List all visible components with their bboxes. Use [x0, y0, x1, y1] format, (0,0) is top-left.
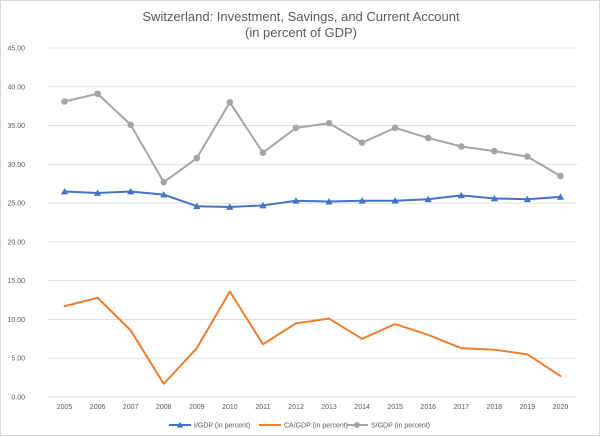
x-tick-label: 2016: [420, 404, 436, 411]
x-tick-label: 2007: [123, 404, 139, 411]
data-point: [325, 119, 333, 127]
x-tick-label: 2006: [90, 404, 106, 411]
data-point: [130, 329, 132, 331]
data-point: [229, 291, 231, 293]
data-point: [559, 375, 561, 377]
series-2: [63, 290, 562, 385]
data-point: [193, 202, 201, 210]
legend-item: S/GDP (in percent): [346, 422, 430, 430]
data-point: [226, 98, 234, 106]
data-point: [160, 190, 168, 198]
data-point: [526, 353, 528, 355]
x-tick-label: 2005: [57, 404, 73, 411]
series-line: [63, 190, 562, 208]
chart-subtitle: (in percent of GDP): [245, 25, 357, 40]
x-tick-label: 2009: [189, 404, 205, 411]
series-layer: [60, 90, 565, 385]
x-tick-label: 2010: [222, 404, 238, 411]
x-tick-label: 2008: [156, 404, 172, 411]
series-line: [63, 92, 562, 184]
data-point: [490, 194, 498, 202]
data-point: [394, 323, 396, 325]
data-point: [493, 349, 495, 351]
x-tick-label: 2020: [553, 404, 569, 411]
data-point: [94, 90, 101, 98]
y-tick-label: 0.00: [11, 395, 25, 402]
data-point: [61, 98, 68, 105]
data-point: [127, 187, 135, 195]
x-tick-label: 2018: [487, 404, 503, 411]
x-tick-label: 2019: [520, 404, 536, 411]
chart-title: Switzerland: Investment, Savings, and Cu…: [142, 9, 460, 24]
data-point: [97, 297, 99, 299]
y-axis-ticks: 0.00 5.00 10.00 15.00 20.00 25.00 30.00 35.00 40…: [7, 46, 25, 402]
data-point: [427, 334, 429, 336]
data-point: [328, 318, 330, 320]
data-point: [523, 195, 532, 203]
grid-layer: [48, 47, 577, 398]
data-point: [358, 139, 366, 146]
chart-title-block: Switzerland: Investment, Savings, and Cu…: [1, 9, 600, 41]
y-tick-label: 45.00: [7, 46, 25, 53]
data-point: [259, 201, 267, 209]
data-point: [160, 178, 168, 186]
x-tick-label: 2015: [387, 404, 403, 411]
y-tick-label: 25.00: [7, 201, 25, 208]
legend: I/GDP (in percent) CA/GDP (in percent) S/G…: [169, 421, 430, 430]
data-point: [259, 149, 267, 156]
data-point: [557, 172, 564, 180]
data-point: [127, 121, 134, 129]
data-point: [424, 134, 432, 142]
legend-item: I/GDP (in percent): [169, 421, 250, 430]
y-tick-label: 40.00: [7, 84, 25, 91]
y-tick-label: 10.00: [7, 317, 25, 324]
legend-marker: [176, 421, 184, 428]
series-line: [63, 290, 562, 385]
data-point: [424, 195, 432, 203]
x-tick-label: 2011: [255, 404, 270, 411]
data-point: [491, 147, 498, 155]
data-point: [295, 322, 297, 324]
x-tick-label: 2014: [354, 404, 370, 411]
y-tick-label: 30.00: [7, 162, 25, 169]
data-point: [196, 347, 198, 349]
x-axis-ticks: 2005 2006 2007 2008 2009 2010 2011 2012 2013 2014…: [57, 404, 569, 411]
data-point: [391, 197, 399, 204]
y-tick-label: 15.00: [7, 278, 25, 285]
legend-label: I/GDP (in percent): [194, 423, 250, 430]
x-tick-label: 2013: [321, 404, 337, 411]
data-point: [457, 191, 465, 199]
data-point: [524, 153, 531, 160]
x-tick-label: 2017: [453, 404, 469, 411]
y-tick-label: 20.00: [7, 239, 25, 246]
series-1: [60, 187, 565, 210]
data-point: [361, 338, 363, 340]
legend-item: CA/GDP (in percent): [259, 423, 348, 430]
legend-label: S/GDP (in percent): [371, 423, 430, 430]
data-point: [391, 124, 399, 132]
data-point: [460, 347, 462, 349]
data-point: [93, 189, 102, 196]
data-point: [163, 383, 165, 385]
data-point: [64, 305, 66, 307]
data-point: [358, 197, 366, 204]
data-point: [457, 143, 465, 150]
data-point: [60, 187, 69, 195]
data-point: [556, 193, 565, 200]
data-point: [325, 197, 333, 205]
legend-label: CA/GDP (in percent): [284, 423, 348, 430]
data-point: [292, 197, 300, 204]
y-tick-label: 35.00: [7, 123, 25, 130]
data-point: [292, 124, 300, 132]
data-point: [226, 203, 234, 210]
series-3: [61, 90, 564, 186]
y-tick-label: 5.00: [11, 356, 25, 363]
data-point: [262, 343, 264, 345]
legend-marker: [354, 422, 360, 428]
x-tick-label: 2012: [288, 404, 304, 411]
data-point: [193, 154, 201, 162]
